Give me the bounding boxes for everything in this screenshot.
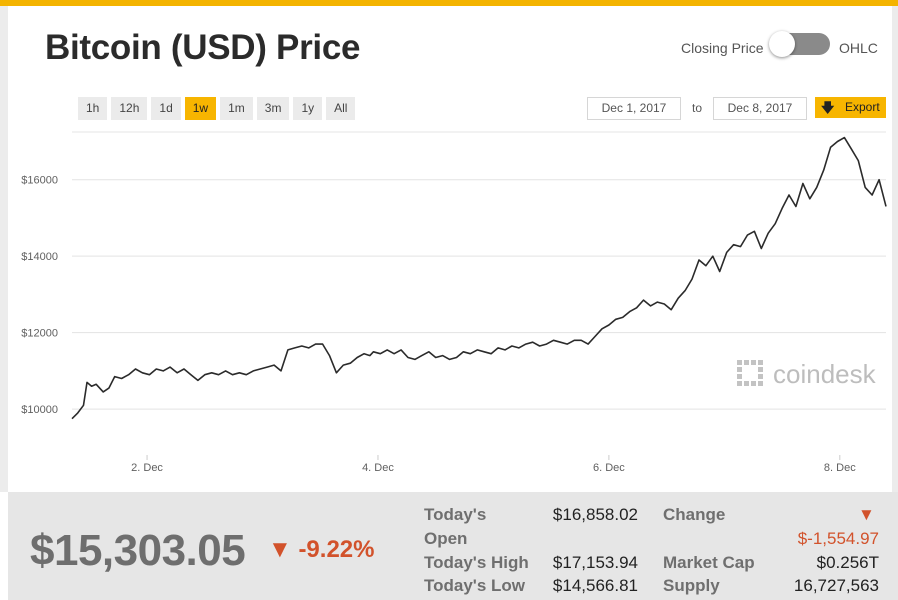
price-series-line	[71, 136, 887, 420]
right-edge	[892, 6, 898, 492]
closing-price-label: Closing Price	[681, 40, 764, 56]
x-tick-label: 4. Dec	[362, 462, 394, 474]
left-edge	[0, 6, 8, 492]
range-button-1y[interactable]: 1y	[293, 97, 323, 120]
change-down-triangle-icon: ▼	[858, 505, 875, 524]
date-to-label: to	[692, 101, 703, 115]
range-button-12h[interactable]: 12h	[111, 97, 148, 120]
change-percent-value: -9.22%	[298, 536, 375, 563]
market-cap-label: Market Cap	[663, 553, 755, 572]
current-price: $15,303.05	[30, 526, 246, 575]
y-tick-label: $16000	[21, 175, 58, 187]
range-button-1m[interactable]: 1m	[220, 97, 253, 120]
export-label: Export	[845, 100, 880, 114]
date-to-input[interactable]: Dec 8, 2017	[713, 97, 807, 120]
y-tick-label: $12000	[21, 328, 58, 340]
watermark-text: coindesk	[773, 359, 877, 389]
top-accent-bar	[0, 0, 898, 6]
range-button-1h[interactable]: 1h	[78, 97, 108, 120]
time-range-selector: 1h 12h 1d 1w 1m 3m 1y All	[78, 97, 359, 120]
toggle-knob[interactable]	[769, 31, 795, 57]
range-button-all[interactable]: All	[326, 97, 356, 120]
market-cap-value: $0.256T	[816, 553, 879, 572]
page-title: Bitcoin (USD) Price	[45, 28, 361, 67]
low-value: $14,566.81	[552, 576, 638, 595]
change-value: $-1,554.97	[797, 529, 879, 548]
y-tick-label: $10000	[21, 404, 58, 416]
date-from-input[interactable]: Dec 1, 2017	[587, 97, 681, 120]
open-label-line2: Open	[424, 529, 468, 548]
export-button[interactable]: 🡇 Export	[815, 97, 886, 118]
x-tick-label: 2. Dec	[131, 462, 163, 474]
price-mode-toggle[interactable]	[769, 31, 830, 57]
stats-panel: $15,303.05 ▼ -9.22% Today's Open $16,858…	[8, 492, 898, 600]
x-tick-label: 6. Dec	[593, 462, 625, 474]
open-value: $16,858.02	[552, 505, 638, 524]
y-tick-label: $14000	[21, 251, 58, 263]
range-button-1w[interactable]: 1w	[184, 97, 217, 120]
change-label: Change	[663, 505, 726, 524]
ohlc-label: OHLC	[839, 40, 878, 56]
low-label: Today's Low	[424, 576, 526, 595]
open-label-line1: Today's	[424, 505, 487, 524]
high-label: Today's High	[424, 553, 529, 572]
high-value: $17,153.94	[552, 553, 638, 572]
price-change-percent: ▼ -9.22%	[268, 536, 374, 564]
price-chart: coindesk $10000 $12000 $14000 $16000 2. Dec…	[21, 131, 887, 474]
supply-label: Supply	[663, 576, 720, 595]
download-arrow-icon: 🡇	[821, 100, 835, 115]
price-mode-toggle-group: Closing Price OHLC	[681, 31, 881, 59]
range-button-3m[interactable]: 3m	[256, 97, 290, 120]
down-triangle-icon: ▼	[268, 536, 292, 563]
supply-value: 16,727,563	[793, 576, 879, 595]
x-tick-label: 8. Dec	[824, 462, 856, 474]
range-button-1d[interactable]: 1d	[151, 97, 181, 120]
coindesk-watermark: coindesk	[737, 359, 877, 389]
coindesk-logo-icon	[737, 360, 763, 386]
